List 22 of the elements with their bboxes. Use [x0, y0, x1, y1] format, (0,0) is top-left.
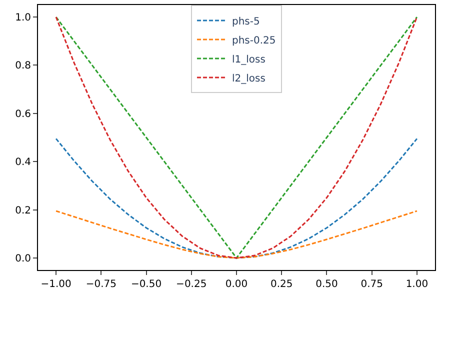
y-tick-label: 0.6 [15, 108, 31, 120]
line-series [55, 16, 418, 259]
x-tick-label: 1.00 [406, 279, 428, 290]
x-tick-label: 0.00 [225, 279, 248, 290]
legend-label: l2_loss [232, 73, 266, 84]
x-tick-label: 0.50 [316, 279, 338, 290]
y-tick-label: 1.0 [15, 12, 31, 24]
x-tick-label: −0.25 [176, 279, 207, 290]
x-tick-label: 0.25 [270, 279, 293, 290]
line-series [55, 138, 418, 259]
y-tick-label: 0.8 [15, 60, 31, 72]
legend-label: l1_loss [232, 54, 266, 66]
legend-label: phs-5 [232, 16, 260, 28]
x-tick-label: −0.75 [86, 279, 116, 290]
x-tick-label: −0.50 [130, 279, 162, 290]
line-series [55, 210, 418, 259]
y-tick-label: 0.0 [15, 253, 31, 264]
x-tick-label: −1.00 [40, 279, 72, 290]
x-tick-label: 0.75 [360, 279, 383, 290]
legend-label: phs-0.25 [232, 35, 276, 46]
y-tick-label: 0.4 [15, 157, 31, 168]
y-tick-label: 0.2 [15, 205, 31, 216]
